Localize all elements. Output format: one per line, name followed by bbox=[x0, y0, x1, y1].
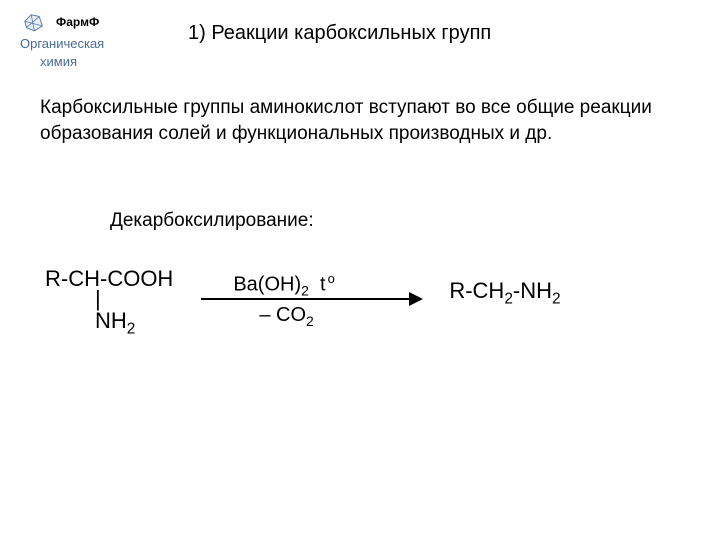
reaction-conditions-above: Ba(OH)2 to bbox=[233, 271, 335, 299]
header-logo-block: ФармФ Органическая химия bbox=[20, 10, 135, 69]
body-paragraph: Карбоксильные группы аминокислот вступаю… bbox=[40, 95, 690, 146]
reactant-substituent: | NH2 bbox=[95, 288, 173, 337]
reactant-structure: R-CH-COOH | NH2 bbox=[45, 268, 173, 337]
chemical-reaction: R-CH-COOH | NH2 Ba(OH)2 to – CO2 R-CH2-N… bbox=[45, 268, 561, 337]
reactant-amino-group: NH2 bbox=[95, 308, 135, 333]
logo-label-sub1: Органическая bbox=[20, 36, 135, 52]
logo-label-sub2: химия bbox=[40, 54, 135, 70]
logo-label-top: ФармФ bbox=[56, 15, 99, 29]
reaction-arrow-head-icon bbox=[409, 292, 423, 306]
reaction-arrow-line bbox=[201, 298, 421, 300]
product-structure: R-CH2-NH2 bbox=[449, 278, 560, 308]
molecule-icon bbox=[20, 10, 52, 34]
reaction-arrow-block: Ba(OH)2 to – CO2 bbox=[201, 272, 421, 332]
logo-row: ФармФ bbox=[20, 10, 135, 34]
subheading: Декарбоксилирование: bbox=[110, 210, 314, 232]
slide-title: 1) Реакции карбоксильных групп bbox=[188, 22, 491, 45]
reactant-main-line: R-CH-COOH bbox=[45, 268, 173, 290]
reaction-byproduct-below: – CO2 bbox=[259, 304, 313, 329]
